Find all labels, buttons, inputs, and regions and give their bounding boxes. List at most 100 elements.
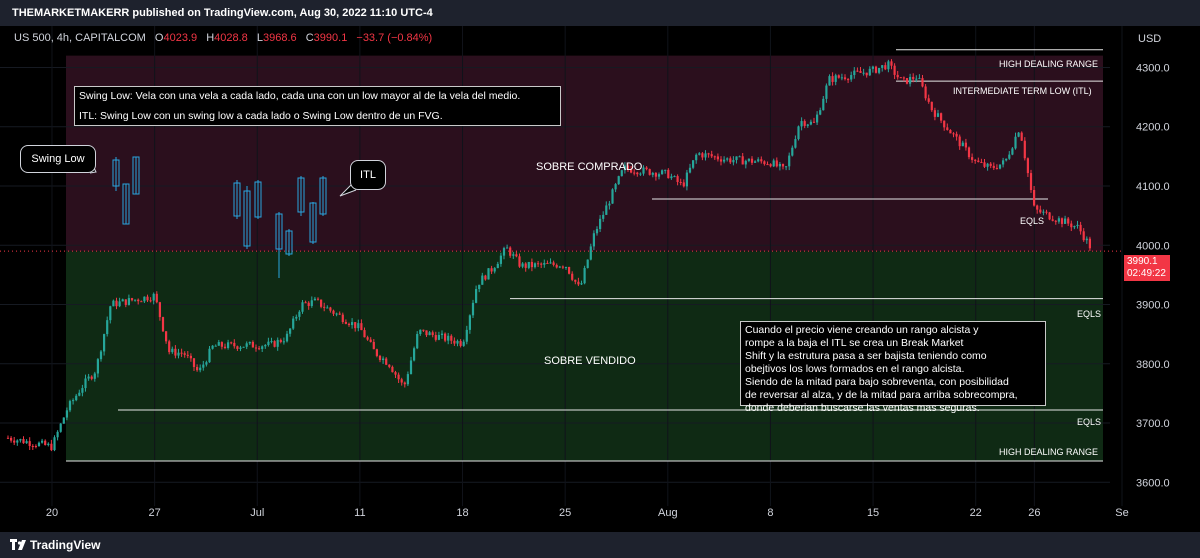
candle: [251, 340, 254, 348]
swing-candle-body: [132, 156, 140, 195]
candle: [608, 200, 611, 210]
candle-body: [1042, 211, 1045, 213]
candle-body: [96, 359, 99, 374]
candle-body: [633, 172, 636, 174]
chart-pane[interactable]: 3600.0 3700.0 3800.0 3900.0 4000.0 4100.0 4200…: [0, 26, 1200, 532]
candle: [509, 246, 512, 258]
candle: [1042, 209, 1045, 216]
swing-illustration-candle: [319, 176, 327, 216]
candle-body: [1048, 212, 1051, 220]
candle-body: [1076, 224, 1079, 227]
candle-body: [679, 181, 682, 183]
candle: [543, 259, 546, 268]
candle: [369, 337, 372, 343]
candle-body: [214, 345, 217, 347]
candle: [955, 131, 958, 141]
publish-info: THEMARKETMAKERR published on TradingView…: [0, 0, 1200, 26]
candle: [915, 75, 918, 83]
symbol-name[interactable]: US 500, 4h, CAPITALCOM: [14, 32, 146, 44]
candle: [766, 161, 769, 166]
candle: [301, 300, 304, 314]
swing-illustration-candle: [243, 186, 251, 249]
swing-candle-body: [254, 181, 262, 218]
candle: [289, 328, 292, 337]
candle-body: [955, 133, 958, 137]
candle-body: [180, 352, 183, 354]
candle-body: [453, 340, 456, 344]
candle-body: [890, 61, 893, 66]
candle-body: [118, 301, 121, 307]
candle: [952, 132, 955, 138]
brand-name[interactable]: TradingView: [30, 538, 101, 552]
candle-body: [847, 79, 850, 81]
candle-body: [509, 247, 512, 256]
candle: [778, 162, 781, 171]
candle-body: [961, 142, 964, 147]
candle-body: [130, 298, 134, 301]
swing-illustration-candle: [132, 156, 140, 195]
candle-body: [239, 347, 242, 349]
candle-body: [949, 129, 952, 134]
candle: [152, 292, 155, 305]
candle-body: [19, 439, 22, 441]
candle-body: [726, 158, 729, 160]
candle: [1026, 157, 1029, 177]
candle: [130, 297, 134, 302]
candle-body: [543, 262, 546, 265]
candle-body: [673, 176, 676, 178]
candle: [961, 140, 964, 147]
candle: [710, 150, 713, 159]
candle-body: [341, 314, 344, 323]
candle-body: [81, 388, 84, 393]
change-value: −33.7 (−0.84%): [356, 32, 433, 44]
candle: [537, 260, 540, 268]
y-tick-label: 4100.0: [1136, 181, 1170, 193]
candle-body: [31, 445, 34, 447]
candle: [521, 262, 524, 269]
candle-body: [967, 147, 971, 158]
candle-body: [837, 75, 840, 78]
candle: [571, 271, 574, 282]
candle: [378, 354, 382, 363]
candle-body: [651, 172, 654, 175]
candle: [217, 339, 220, 346]
candle: [360, 319, 363, 331]
candle: [434, 331, 437, 342]
candle: [800, 117, 803, 131]
candle: [186, 351, 189, 359]
candle: [481, 272, 484, 285]
candle-body: [217, 342, 220, 346]
candle: [806, 123, 809, 128]
candle-body: [332, 310, 335, 314]
candle: [701, 152, 704, 161]
candle-body: [630, 169, 633, 173]
candle-body: [1051, 219, 1054, 221]
candle-body: [28, 441, 31, 446]
candle: [227, 339, 230, 350]
candle: [757, 157, 760, 163]
candle: [921, 75, 924, 88]
overbought-zone-label: SOBRE COMPRADO: [536, 161, 643, 173]
candle-body: [378, 355, 382, 361]
candle: [713, 155, 716, 160]
candle-body: [657, 174, 661, 177]
candle-body: [884, 65, 887, 70]
candle: [264, 344, 267, 349]
candle: [664, 169, 667, 174]
candle: [310, 296, 313, 308]
candle-body: [1011, 148, 1014, 155]
candle: [890, 59, 893, 70]
candle: [626, 163, 630, 172]
candle-body: [338, 313, 341, 315]
candle: [847, 78, 850, 84]
candle-body: [220, 342, 223, 347]
candle-body: [270, 341, 273, 343]
candle: [462, 339, 465, 347]
candle-body: [121, 299, 124, 302]
candle-body: [1070, 223, 1073, 228]
candle-body: [227, 342, 230, 348]
candle-body: [695, 154, 698, 161]
candle: [137, 298, 140, 305]
candle: [769, 163, 772, 168]
candle-body: [713, 156, 716, 158]
